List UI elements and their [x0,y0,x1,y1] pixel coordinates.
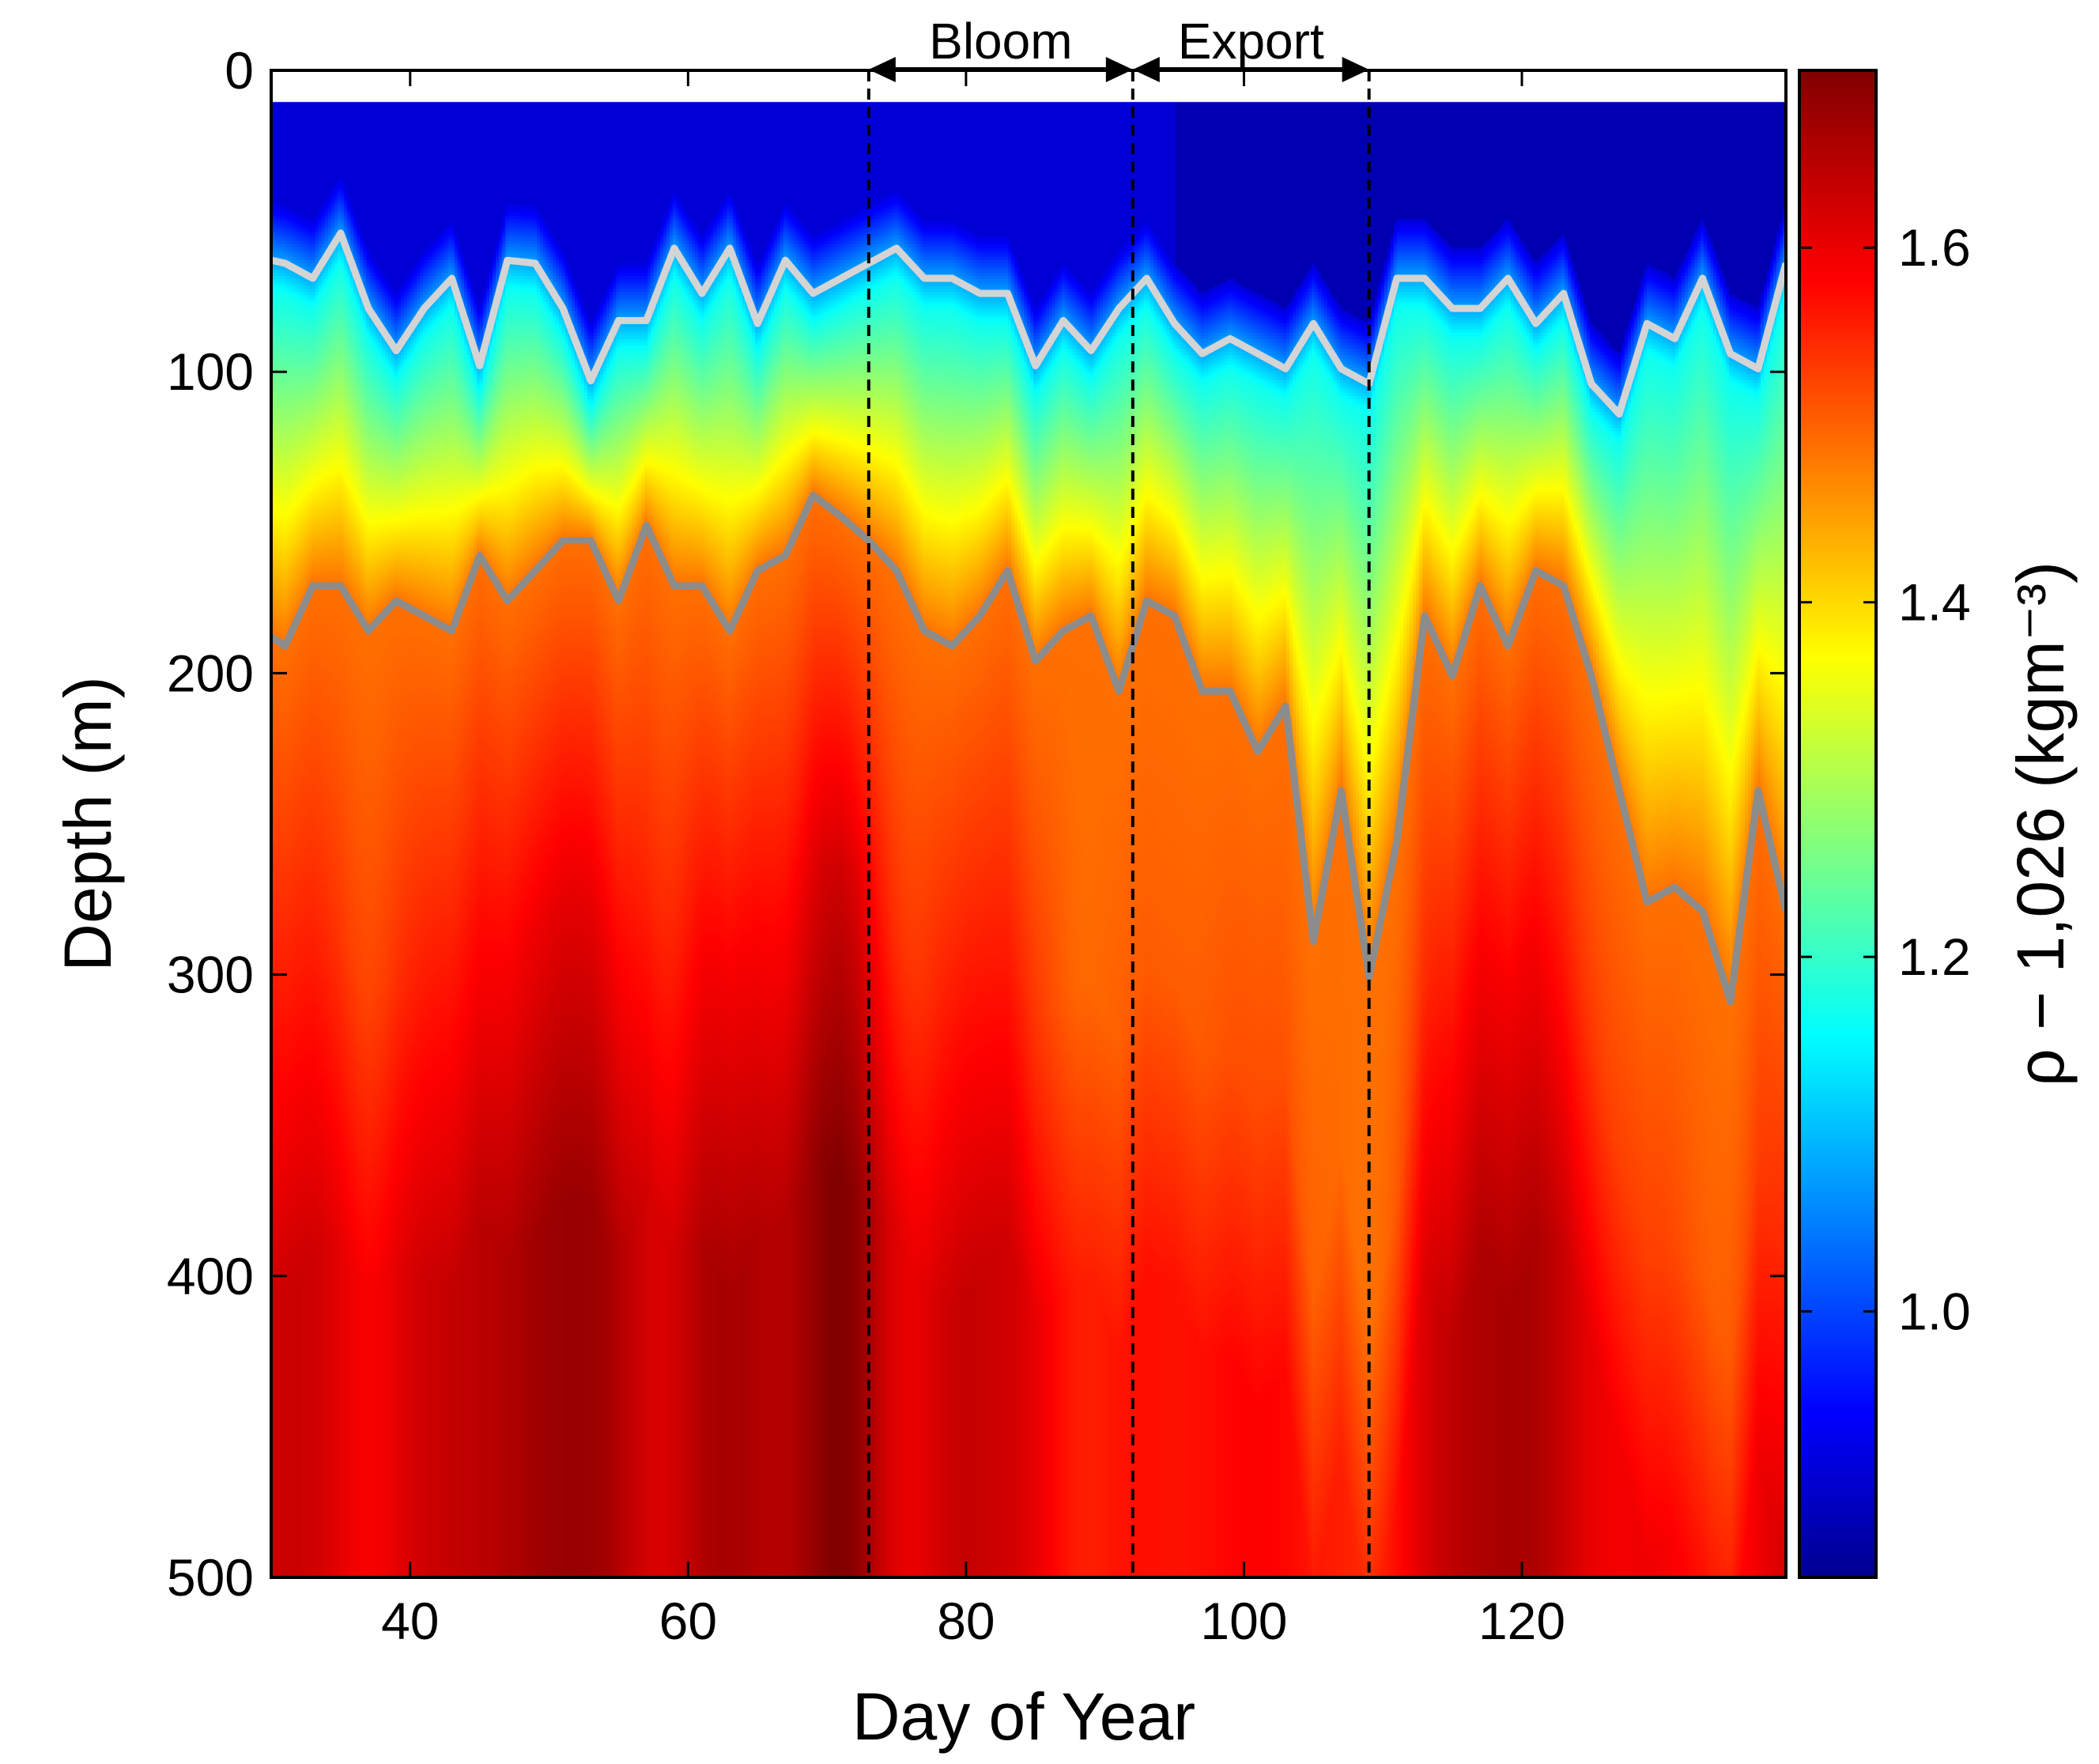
x-tick-label: 80 [937,1592,995,1650]
colorbar-frame [1798,69,1878,1579]
x-axis-ticks: 40 60 80 100 120 [381,70,1565,1650]
y-tick-label: 400 [167,1247,254,1305]
colorbar-tick-label: 1.4 [1898,573,1971,632]
x-tick-label: 120 [1478,1592,1565,1650]
x-tick-label: 40 [381,1592,439,1650]
heatmap-area [271,70,1786,1577]
y-tick-label: 500 [167,1548,254,1607]
phase-annotations: Bloom Export [868,13,1369,82]
phase-arrow-head-right [1105,57,1133,82]
colorbar-gradient [1799,70,1876,1577]
phase-arrow-head-left [868,57,896,82]
y-tick-label: 0 [225,41,254,100]
y-axis-ticks: 0 100 200 300 400 500 [167,41,1786,1607]
colorbar-tick-label: 1.2 [1898,927,1971,986]
phase-arrow-head-right [1342,57,1369,82]
x-tick-label: 100 [1200,1592,1287,1650]
phase-label: Bloom [929,13,1072,70]
x-axis-label: Day of Year [852,1679,1195,1754]
phase-boundary-lines [866,70,1371,1577]
y-axis-label: Depth (m) [51,676,125,971]
colorbar-tick-label: 1.6 [1898,218,1971,277]
x-tick-label: 60 [659,1592,717,1650]
y-tick-label: 100 [167,342,254,401]
upper-isopycnal-line [271,229,1786,418]
colorbar-ticks: 1.0 1.2 1.4 1.6 [1799,218,1971,1341]
colorbar-tick-label: 1.0 [1898,1282,1971,1341]
lower-isopycnal-line [271,492,1786,1006]
y-tick-label: 200 [167,644,254,702]
colorbar-label: ρ − 1,026 (kgm⁻³) [2003,561,2078,1086]
colorbar: 1.0 1.2 1.4 1.6 ρ − 1,026 (kgm⁻³) [1798,69,2078,1579]
phase-label: Export [1178,13,1324,70]
y-tick-label: 300 [167,946,254,1004]
isopycnal-lines [271,229,1786,1006]
phase-arrow-head-left [1132,57,1160,82]
